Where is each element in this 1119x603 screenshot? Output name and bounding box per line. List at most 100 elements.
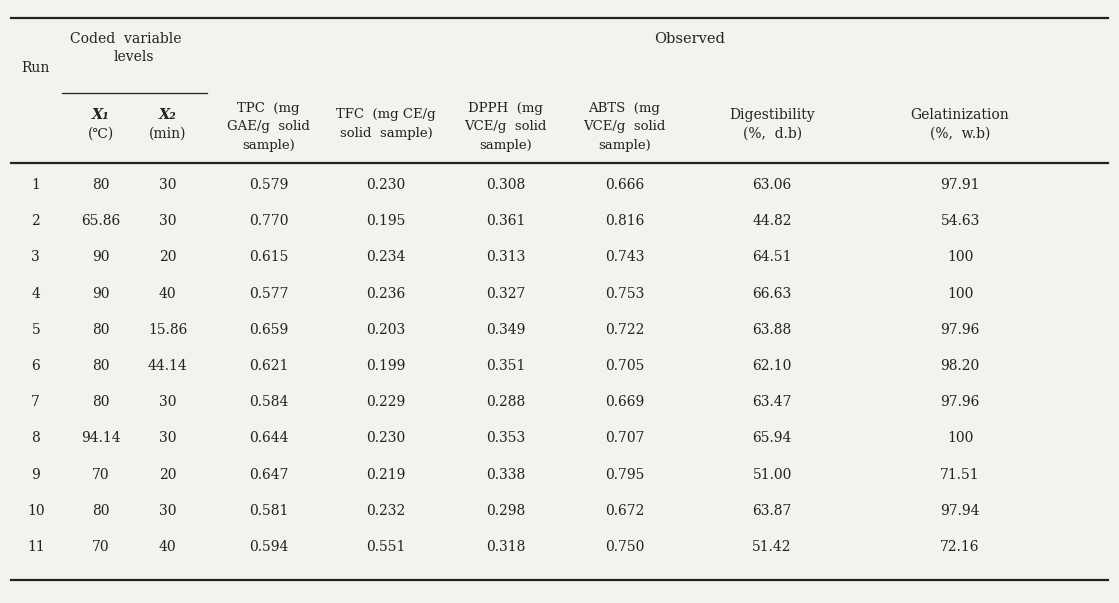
Text: (%,  d.b): (%, d.b) bbox=[743, 127, 801, 141]
Text: 0.195: 0.195 bbox=[366, 214, 406, 229]
Text: 63.88: 63.88 bbox=[752, 323, 792, 337]
Text: 94.14: 94.14 bbox=[81, 431, 121, 446]
Text: 30: 30 bbox=[159, 395, 177, 409]
Text: X₁: X₁ bbox=[92, 107, 110, 122]
Text: TPC  (mg: TPC (mg bbox=[237, 102, 300, 115]
Text: Gelatinization: Gelatinization bbox=[911, 107, 1009, 122]
Text: 0.353: 0.353 bbox=[486, 431, 526, 446]
Text: 100: 100 bbox=[947, 286, 974, 301]
Text: 54.63: 54.63 bbox=[940, 214, 980, 229]
Text: 65.86: 65.86 bbox=[81, 214, 121, 229]
Text: 100: 100 bbox=[947, 431, 974, 446]
Text: 72.16: 72.16 bbox=[940, 540, 980, 554]
Text: 0.770: 0.770 bbox=[248, 214, 289, 229]
Text: 44.14: 44.14 bbox=[148, 359, 188, 373]
Text: 0.584: 0.584 bbox=[248, 395, 289, 409]
Text: 0.203: 0.203 bbox=[366, 323, 406, 337]
Text: 0.230: 0.230 bbox=[366, 431, 406, 446]
Text: 0.236: 0.236 bbox=[366, 286, 406, 301]
Text: 0.750: 0.750 bbox=[604, 540, 645, 554]
Text: 80: 80 bbox=[92, 359, 110, 373]
Text: 0.647: 0.647 bbox=[248, 467, 289, 482]
Text: 63.06: 63.06 bbox=[752, 178, 792, 192]
Text: (℃): (℃) bbox=[87, 127, 114, 141]
Text: 0.581: 0.581 bbox=[248, 504, 289, 518]
Text: 0.308: 0.308 bbox=[486, 178, 526, 192]
Text: 0.594: 0.594 bbox=[248, 540, 289, 554]
Text: Observed: Observed bbox=[655, 32, 725, 46]
Text: 0.795: 0.795 bbox=[604, 467, 645, 482]
Text: Coded  variable: Coded variable bbox=[69, 32, 181, 46]
Text: 0.816: 0.816 bbox=[604, 214, 645, 229]
Text: 71.51: 71.51 bbox=[940, 467, 980, 482]
Text: 0.361: 0.361 bbox=[486, 214, 526, 229]
Text: (min): (min) bbox=[149, 127, 187, 141]
Text: 0.672: 0.672 bbox=[604, 504, 645, 518]
Text: 0.219: 0.219 bbox=[366, 467, 406, 482]
Text: 0.577: 0.577 bbox=[248, 286, 289, 301]
Text: 0.615: 0.615 bbox=[248, 250, 289, 265]
Text: 80: 80 bbox=[92, 178, 110, 192]
Text: 7: 7 bbox=[31, 395, 40, 409]
Text: 0.234: 0.234 bbox=[366, 250, 406, 265]
Text: 0.199: 0.199 bbox=[366, 359, 406, 373]
Text: Run: Run bbox=[21, 60, 50, 75]
Text: 80: 80 bbox=[92, 395, 110, 409]
Text: 0.551: 0.551 bbox=[366, 540, 406, 554]
Text: 9: 9 bbox=[31, 467, 40, 482]
Text: TFC  (mg CE/g: TFC (mg CE/g bbox=[336, 108, 436, 121]
Text: 20: 20 bbox=[159, 250, 177, 265]
Text: 0.229: 0.229 bbox=[366, 395, 406, 409]
Text: 3: 3 bbox=[31, 250, 40, 265]
Text: 30: 30 bbox=[159, 178, 177, 192]
Text: 80: 80 bbox=[92, 504, 110, 518]
Text: 6: 6 bbox=[31, 359, 40, 373]
Text: 90: 90 bbox=[92, 250, 110, 265]
Text: 0.705: 0.705 bbox=[604, 359, 645, 373]
Text: 44.82: 44.82 bbox=[752, 214, 792, 229]
Text: 0.579: 0.579 bbox=[248, 178, 289, 192]
Text: 90: 90 bbox=[92, 286, 110, 301]
Text: sample): sample) bbox=[479, 139, 533, 153]
Text: 0.318: 0.318 bbox=[486, 540, 526, 554]
Text: 15.86: 15.86 bbox=[148, 323, 188, 337]
Text: 0.722: 0.722 bbox=[604, 323, 645, 337]
Text: 0.349: 0.349 bbox=[486, 323, 526, 337]
Text: 63.87: 63.87 bbox=[752, 504, 792, 518]
Text: 64.51: 64.51 bbox=[752, 250, 792, 265]
Text: X₂: X₂ bbox=[159, 107, 177, 122]
Text: 30: 30 bbox=[159, 214, 177, 229]
Text: 0.707: 0.707 bbox=[604, 431, 645, 446]
Text: 0.351: 0.351 bbox=[486, 359, 526, 373]
Text: 5: 5 bbox=[31, 323, 40, 337]
Text: 0.288: 0.288 bbox=[486, 395, 526, 409]
Text: 0.230: 0.230 bbox=[366, 178, 406, 192]
Text: 11: 11 bbox=[27, 540, 45, 554]
Text: 20: 20 bbox=[159, 467, 177, 482]
Text: 0.743: 0.743 bbox=[604, 250, 645, 265]
Text: 97.96: 97.96 bbox=[940, 323, 980, 337]
Text: 97.96: 97.96 bbox=[940, 395, 980, 409]
Text: 40: 40 bbox=[159, 286, 177, 301]
Text: ABTS  (mg: ABTS (mg bbox=[589, 102, 660, 115]
Text: sample): sample) bbox=[242, 139, 295, 153]
Text: 70: 70 bbox=[92, 467, 110, 482]
Text: VCE/g  solid: VCE/g solid bbox=[583, 120, 666, 133]
Text: 98.20: 98.20 bbox=[940, 359, 980, 373]
Text: 0.666: 0.666 bbox=[604, 178, 645, 192]
Text: GAE/g  solid: GAE/g solid bbox=[227, 120, 310, 133]
Text: 30: 30 bbox=[159, 431, 177, 446]
Text: 100: 100 bbox=[947, 250, 974, 265]
Text: 40: 40 bbox=[159, 540, 177, 554]
Text: (%,  w.b): (%, w.b) bbox=[930, 127, 990, 141]
Text: 62.10: 62.10 bbox=[752, 359, 792, 373]
Text: 10: 10 bbox=[27, 504, 45, 518]
Text: 0.298: 0.298 bbox=[486, 504, 526, 518]
Text: 51.42: 51.42 bbox=[752, 540, 792, 554]
Text: 97.91: 97.91 bbox=[940, 178, 980, 192]
Text: 63.47: 63.47 bbox=[752, 395, 792, 409]
Text: 0.659: 0.659 bbox=[248, 323, 289, 337]
Text: 2: 2 bbox=[31, 214, 40, 229]
Text: 0.669: 0.669 bbox=[604, 395, 645, 409]
Text: 0.313: 0.313 bbox=[486, 250, 526, 265]
